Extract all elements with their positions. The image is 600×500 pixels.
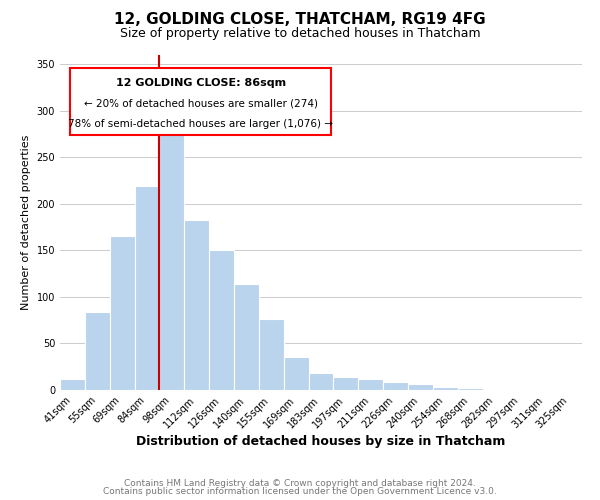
Bar bbox=[60, 379, 85, 390]
Bar bbox=[557, 389, 582, 390]
Bar bbox=[234, 284, 259, 390]
Text: 78% of semi-detached houses are larger (1,076) →: 78% of semi-detached houses are larger (… bbox=[68, 118, 334, 128]
Bar bbox=[383, 382, 408, 390]
Bar bbox=[110, 236, 134, 390]
Text: Contains public sector information licensed under the Open Government Licence v3: Contains public sector information licen… bbox=[103, 487, 497, 496]
Bar bbox=[358, 379, 383, 390]
X-axis label: Distribution of detached houses by size in Thatcham: Distribution of detached houses by size … bbox=[136, 436, 506, 448]
Bar bbox=[433, 387, 458, 390]
Bar bbox=[184, 220, 209, 390]
Text: 12, GOLDING CLOSE, THATCHAM, RG19 4FG: 12, GOLDING CLOSE, THATCHAM, RG19 4FG bbox=[114, 12, 486, 28]
Bar bbox=[458, 388, 482, 390]
Text: Size of property relative to detached houses in Thatcham: Size of property relative to detached ho… bbox=[119, 28, 481, 40]
Text: 12 GOLDING CLOSE: 86sqm: 12 GOLDING CLOSE: 86sqm bbox=[116, 78, 286, 88]
Bar bbox=[134, 186, 160, 390]
FancyBboxPatch shape bbox=[70, 68, 331, 136]
Text: ← 20% of detached houses are smaller (274): ← 20% of detached houses are smaller (27… bbox=[84, 98, 318, 108]
Bar bbox=[85, 312, 110, 390]
Bar bbox=[508, 389, 532, 390]
Bar bbox=[532, 389, 557, 390]
Bar bbox=[284, 356, 308, 390]
Text: Contains HM Land Registry data © Crown copyright and database right 2024.: Contains HM Land Registry data © Crown c… bbox=[124, 478, 476, 488]
Bar bbox=[408, 384, 433, 390]
Y-axis label: Number of detached properties: Number of detached properties bbox=[21, 135, 31, 310]
Bar bbox=[160, 124, 184, 390]
Bar bbox=[259, 320, 284, 390]
Bar bbox=[334, 377, 358, 390]
Bar bbox=[308, 373, 334, 390]
Bar bbox=[209, 250, 234, 390]
